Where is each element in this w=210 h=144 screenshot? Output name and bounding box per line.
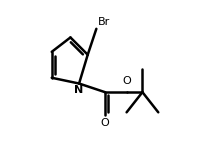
Text: O: O: [122, 76, 131, 86]
Text: N: N: [75, 85, 84, 95]
Text: O: O: [101, 118, 109, 128]
Text: Br: Br: [98, 17, 110, 27]
